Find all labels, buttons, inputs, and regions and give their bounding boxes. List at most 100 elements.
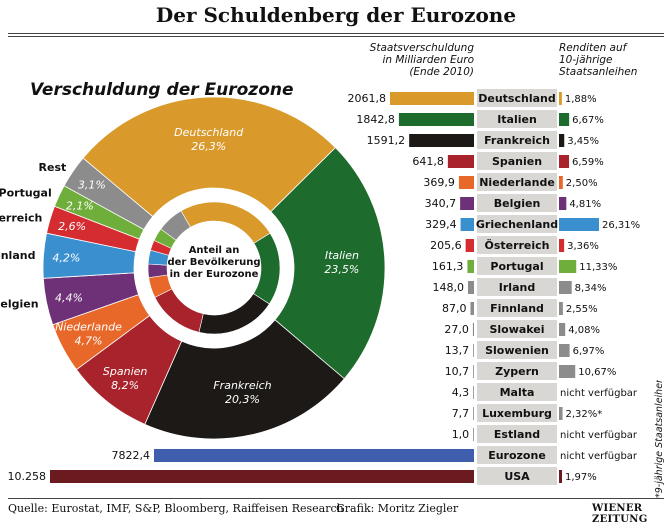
debt-bar-slowenien [473,344,474,357]
pie-center-label: in der Eurozone [170,269,259,280]
footnote-vertical: *9-jährige Staatsanleihen [654,380,665,498]
yield-value-irland: 8,34% [575,283,607,294]
debt-value-finnland: 87,0 [442,302,467,315]
yield-bar-niederlande [559,176,563,189]
country-label-bg-finnland [477,299,557,317]
country-label-estland: Estland [494,428,540,441]
country-label-finnland: Finnland [490,302,544,315]
yield-bar-spanien [559,155,570,168]
yield-header-line: Staatsanleihen [559,66,638,78]
debt-value-slowakei: 27,0 [444,323,469,336]
yield-value-usa: 1,97% [565,472,597,483]
country-label-frankreich: Frankreich [484,134,550,147]
debt-value-spanien: 641,8 [412,155,444,168]
yield-value-slowenien: 6,97% [573,346,605,357]
debt-bar-niederlande [458,176,474,189]
country-label-portugal: Portugal [490,260,543,273]
footer-rule [8,498,664,499]
debt-bar-deutschland [390,92,474,105]
country-label-bg-frankreich [477,131,557,149]
country-label-slowenien: Slowenien [485,344,549,357]
debt-bar-spanien [447,155,474,168]
debt-value-malta: 4,3 [452,386,470,399]
debt-header-line: in Milliarden Euro [382,54,474,66]
yield-bar-zypern [559,365,576,378]
pie-value-deutschland: 26,3% [191,140,226,153]
country-label-bg-zypern [477,362,557,380]
debt-bar-griechenland [460,218,474,231]
country-label-griechenland: Griechenland [476,218,558,231]
yield-value-luxemburg: 2,32%* [566,409,603,420]
debt-value-estland: 1,0 [452,428,470,441]
yield-bar-oesterreich [559,239,565,252]
yield-value-belgien: 4,81% [569,199,601,210]
yield-value-finnland: 2,55% [566,304,598,315]
country-label-oesterreich: Österreich [484,238,549,252]
yield-bar-frankreich [559,134,565,147]
debt-value-oesterreich: 205,6 [430,239,462,252]
yield-column-header: Renditen auf 10-jährige Staatsanleihen [559,42,659,78]
yield-bar-luxemburg [559,407,563,420]
graphic-credit: Grafik: Moritz Ziegler [336,502,459,515]
yield-value-spanien: 6,59% [572,157,604,168]
country-label-bg-usa [477,467,557,485]
yield-header-line: Renditen auf [559,42,627,54]
debt-bar-slowakei [472,323,474,336]
yield-bar-italien [559,113,570,126]
pie-label-spanien: Spanien [103,365,148,378]
country-label-bg-estland [477,425,557,443]
yield-value-portugal: 11,33% [579,262,617,273]
title-rule-bottom [8,36,664,37]
pie-label-portugal: Portugal [0,186,52,199]
yield-bar-griechenland [559,218,599,231]
country-label-slowakei: Slowakei [489,323,544,336]
country-label-bg-griechenland [477,215,557,233]
yield-bar-belgien [559,197,567,210]
country-label-bg-portugal [477,257,557,275]
country-label-belgien: Belgien [494,197,541,210]
debt-value-slowenien: 13,7 [445,344,470,357]
title-rule-top [8,33,664,34]
country-label-niederlande: Niederlande [479,176,555,189]
footnote-text: *9-jährige Staatsanleihen [654,380,665,498]
country-label-bg-irland [477,278,557,296]
country-label-luxemburg: Luxemburg [482,407,552,420]
yield-bar-usa [559,470,562,483]
debt-bar-malta [473,386,474,399]
pie-value-italien: 23,5% [324,263,359,276]
pie-label-belgien: Belgien [0,297,39,310]
country-label-deutschland: Deutschland [478,92,555,105]
pie-value-griechenland: 4,2% [52,251,80,264]
debt-value-griechenland: 329,4 [425,218,457,231]
yield-value-eurozone: nicht verfügbar [560,451,638,462]
pie-value-belgien: 4,4% [55,291,83,304]
yield-value-niederlande: 2,50% [566,178,598,189]
pie-label-rest: Rest [39,161,67,174]
country-label-bg-slowakei [477,320,557,338]
debt-value-niederlande: 369,9 [423,176,455,189]
yield-value-estland: nicht verfügbar [560,430,638,441]
pie-value-portugal: 2,1% [66,200,94,213]
debt-value-portugal: 161,3 [432,260,464,273]
debt-bar-estland [473,428,474,441]
yield-value-deutschland: 1,88% [565,94,597,105]
debt-value-luxemburg: 7,7 [452,407,470,420]
country-label-malta: Malta [500,386,535,399]
debt-table: Deutschland 2061,8 1,88% Italien 1842,8 6,67%… [8,89,640,485]
country-label-bg-belgien [477,194,557,212]
debt-bar-italien [398,113,474,126]
yield-bar-portugal [559,260,577,273]
yield-value-zypern: 10,67% [578,367,616,378]
debt-value-usa: 10.258 [8,470,47,483]
debt-column-header: Staatsverschuldung in Milliarden Euro (E… [368,42,474,78]
yield-bar-slowakei [559,323,566,336]
pie-value-niederlande: 4,7% [75,334,103,347]
brand-logo: WIENER ZEITUNG [592,503,648,525]
country-label-bg-malta [477,383,557,401]
country-label-bg-deutschland [477,89,557,107]
debt-value-deutschland: 2061,8 [348,92,387,105]
yield-value-griechenland: 26,31% [602,220,640,231]
source-note: Quelle: Eurostat, IMF, S&P, Bloomberg, R… [8,502,344,515]
